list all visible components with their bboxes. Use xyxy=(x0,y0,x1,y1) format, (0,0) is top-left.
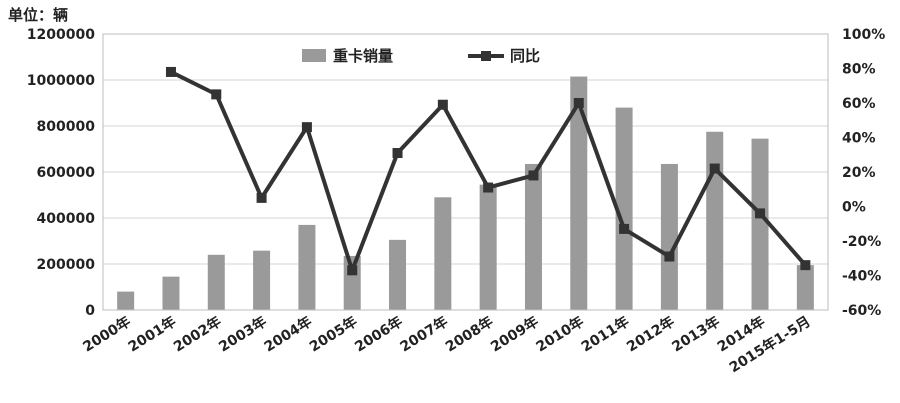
line-point xyxy=(211,89,222,100)
x-tick-label: 2007年 xyxy=(397,313,451,355)
right-tick-label: 20% xyxy=(842,165,876,181)
line-point xyxy=(437,99,448,110)
left-tick-label: 1200000 xyxy=(27,27,95,43)
line-point xyxy=(619,223,630,234)
bar xyxy=(796,265,814,310)
x-tick-label: 2010年 xyxy=(533,313,587,355)
line-point xyxy=(709,163,720,174)
legend-bar-swatch xyxy=(302,49,326,62)
right-tick-label: -40% xyxy=(842,269,881,285)
x-axis-ticks: 2000年2001年2002年2003年2004年2005年2006年2007年… xyxy=(80,313,814,376)
legend-bar-label: 重卡销量 xyxy=(333,47,393,65)
line-point xyxy=(347,265,358,276)
right-tick-label: 100% xyxy=(842,27,885,43)
right-tick-label: -60% xyxy=(842,303,881,319)
bar xyxy=(660,163,678,310)
bar xyxy=(570,76,588,310)
right-tick-label: 80% xyxy=(842,62,876,78)
right-tick-label: 60% xyxy=(842,96,876,112)
bar xyxy=(298,224,316,310)
bar xyxy=(117,291,135,310)
line-point xyxy=(755,208,766,219)
x-tick-label: 2013年 xyxy=(669,313,723,355)
bars xyxy=(117,76,814,310)
bar xyxy=(524,163,542,310)
x-tick-label: 2008年 xyxy=(442,313,496,355)
legend-line-marker xyxy=(481,51,491,61)
x-tick-label: 2002年 xyxy=(170,313,224,355)
left-tick-label: 0 xyxy=(85,303,95,319)
right-tick-label: 0% xyxy=(842,200,866,216)
x-tick-label: 2011年 xyxy=(578,313,632,355)
x-tick-label: 2001年 xyxy=(125,313,179,355)
right-axis-ticks: -60% -40% -20% 0% 20% 40% 60% 80% 100% xyxy=(842,27,885,319)
bar xyxy=(434,197,452,310)
x-tick-label: 2004年 xyxy=(261,313,315,355)
right-tick-label: 40% xyxy=(842,131,876,147)
left-tick-label: 400000 xyxy=(37,211,96,227)
x-tick-label: 2005年 xyxy=(306,313,360,355)
left-tick-label: 800000 xyxy=(37,119,96,135)
legend-line-label: 同比 xyxy=(510,47,540,65)
bar xyxy=(389,239,407,310)
unit-label: 单位：辆 xyxy=(8,6,69,24)
line-series xyxy=(165,66,811,276)
bar xyxy=(207,254,225,310)
left-tick-label: 600000 xyxy=(37,165,96,181)
x-tick-label: 2009年 xyxy=(488,313,542,355)
bar xyxy=(479,184,497,310)
bar xyxy=(162,276,180,310)
bar xyxy=(253,250,271,310)
plot-frame xyxy=(102,33,829,311)
x-tick-label: 2003年 xyxy=(216,313,270,355)
left-tick-label: 1000000 xyxy=(27,73,95,89)
bar xyxy=(751,138,769,310)
line-point xyxy=(664,251,675,262)
left-axis-ticks: 0 200000 400000 600000 800000 1000000 1200000 xyxy=(27,27,95,319)
right-tick-label: -20% xyxy=(842,234,881,250)
bar xyxy=(706,131,724,310)
line-point xyxy=(301,122,312,133)
legend: 重卡销量 同比 xyxy=(302,47,540,65)
x-tick-label: 2006年 xyxy=(352,313,406,355)
x-tick-label: 2012年 xyxy=(624,313,678,355)
left-tick-label: 200000 xyxy=(37,257,96,273)
line-point xyxy=(392,148,403,159)
line-point xyxy=(573,98,584,108)
x-tick-label: 2000年 xyxy=(80,313,134,355)
line-point xyxy=(528,170,539,181)
line-point xyxy=(483,182,494,193)
line-point xyxy=(256,192,267,203)
line-point xyxy=(800,260,811,271)
line-point xyxy=(165,66,176,77)
bar xyxy=(615,107,633,310)
